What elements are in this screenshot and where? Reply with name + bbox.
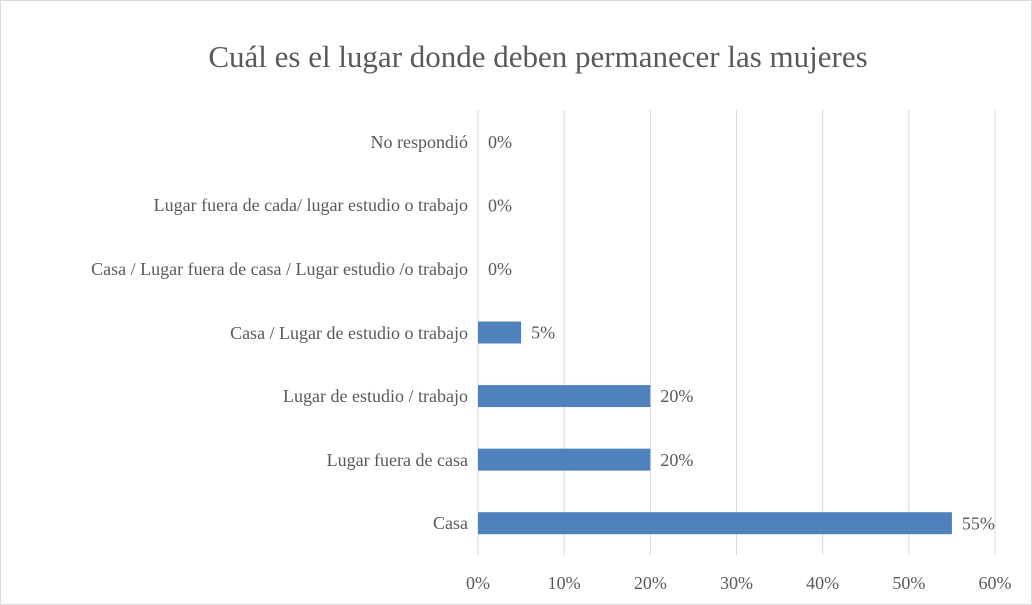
data-label: 0% <box>488 259 512 279</box>
x-tick-label: 0% <box>466 573 490 593</box>
chart-title: Cuál es el lugar donde deben permanecer … <box>208 39 867 74</box>
data-label: 0% <box>488 195 512 215</box>
x-tick-label: 60% <box>979 573 1012 593</box>
y-tick-label-box: Casa / Lugar de estudio o trabajo <box>10 322 468 344</box>
y-tick-label-box: Lugar fuera de casa <box>10 449 468 471</box>
data-label: 0% <box>488 132 512 152</box>
y-tick-label: Casa <box>433 513 468 534</box>
bar <box>478 321 522 344</box>
y-tick-label-box: Lugar fuera de cada/ lugar estudio o tra… <box>10 194 468 216</box>
data-label: 20% <box>660 386 693 406</box>
y-tick-label-box: Casa / Lugar fuera de casa / Lugar estud… <box>10 258 468 280</box>
y-tick-label: Lugar de estudio / trabajo <box>283 386 468 407</box>
x-tick-label: 40% <box>806 573 839 593</box>
x-tick-label: 20% <box>634 573 667 593</box>
y-tick-label-box: Casa <box>10 512 468 534</box>
y-tick-label: Casa / Lugar de estudio o trabajo <box>230 322 468 343</box>
y-tick-label-box: No respondió <box>10 131 469 153</box>
x-tick-label: 50% <box>892 573 925 593</box>
y-tick-label: Lugar fuera de cada/ lugar estudio o tra… <box>153 195 468 216</box>
x-tick-label: 10% <box>548 573 581 593</box>
bar <box>478 512 952 535</box>
data-label: 55% <box>962 513 995 533</box>
y-tick-label-box: Lugar de estudio / trabajo <box>10 385 468 407</box>
y-tick-label: No respondió <box>370 131 469 152</box>
y-tick-label: Casa / Lugar fuera de casa / Lugar estud… <box>91 258 468 279</box>
bar <box>478 385 651 408</box>
y-tick-label: Lugar fuera de casa <box>326 449 468 470</box>
bar <box>478 448 651 471</box>
data-label: 5% <box>531 323 555 343</box>
data-label: 20% <box>660 450 693 470</box>
x-tick-label: 30% <box>720 573 753 593</box>
